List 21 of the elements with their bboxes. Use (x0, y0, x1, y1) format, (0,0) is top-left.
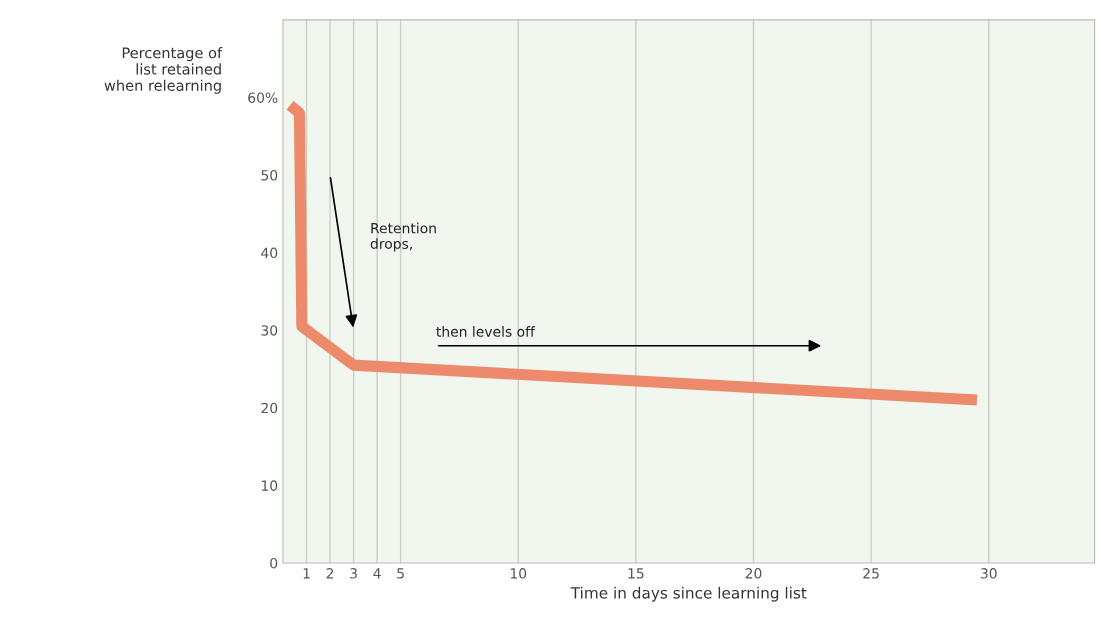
y-tick-label: 30 (261, 325, 278, 336)
x-tick-label: 15 (628, 568, 644, 579)
x-tick-label: 10 (510, 568, 527, 579)
x-tick-label: 5 (397, 568, 404, 579)
y-tick-label: 50 (261, 170, 278, 181)
x-tick-label: 20 (745, 568, 762, 579)
y-tick-label: 0 (270, 557, 278, 569)
y-tick-label: 60% (248, 92, 278, 103)
x-axis-title: Time in days since learning list (570, 586, 807, 602)
x-tick-label: 4 (373, 568, 381, 579)
x-tick-label: 3 (350, 568, 357, 579)
y-tick-label: 20 (261, 402, 278, 414)
y-tick-label: 10 (261, 480, 278, 491)
annotation: then levels off (436, 326, 536, 337)
y-tick-label: 40 (261, 247, 278, 259)
y-axis-title: Percentage of list retained when relearning (104, 47, 223, 94)
x-tick-label: 30 (980, 568, 997, 579)
x-tick-label: 2 (326, 568, 334, 579)
x-tick-label: 25 (863, 568, 879, 579)
annotation: Retention drops, (370, 222, 436, 252)
x-tick-label: 1 (303, 568, 310, 579)
